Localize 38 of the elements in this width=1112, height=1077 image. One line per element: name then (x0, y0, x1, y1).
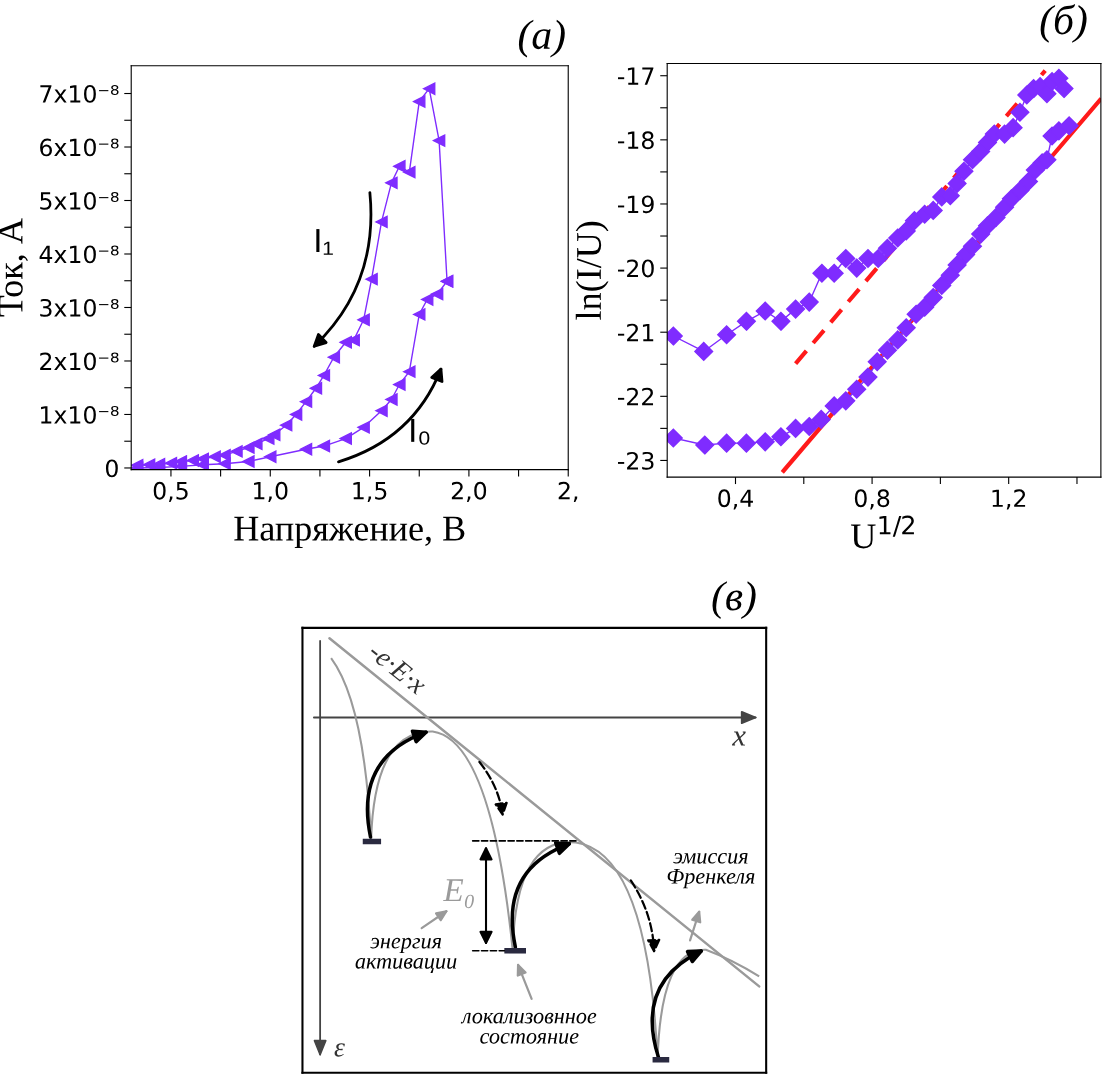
x-tick-label: 0,4 (718, 489, 753, 510)
x-tick-label: 1,2 (992, 489, 1026, 510)
text: x (732, 731, 746, 746)
y-tick-label: 6x10⁻⁸ (40, 138, 119, 157)
y-axis-title: ln(I/U) (575, 221, 609, 320)
text: энергия активации (355, 937, 457, 973)
y-tick-label: -20 (617, 259, 654, 278)
y-tick-label: 1x10⁻⁸ (41, 405, 119, 424)
y-tick-label: -18 (617, 131, 654, 150)
y-tick-label: 4x10⁻⁸ (39, 245, 119, 264)
y-tick-label: -21 (617, 323, 654, 342)
x-axis-title: Напряжение, В (234, 516, 465, 549)
text: (в) (712, 581, 756, 619)
x-tick-label: 1,5 (353, 482, 387, 503)
x-tick-label: 0,5 (153, 481, 188, 503)
text: E₀ (443, 879, 474, 909)
y-tick-label: 3x10⁻⁸ (40, 298, 119, 317)
y-tick-label: -19 (617, 195, 654, 214)
y-tick-label: 2x10⁻⁸ (40, 352, 119, 371)
text: -e·E·x (367, 641, 429, 696)
y-tick-label: 7x10⁻⁸ (40, 84, 119, 103)
y-tick-label: -17 (617, 67, 654, 85)
annotation: I₀ (411, 418, 430, 445)
x-tick-label: 2,0 (451, 481, 487, 503)
x-tick-label: 1,0 (254, 481, 288, 503)
text: локализовнное состояние (460, 1012, 597, 1044)
chart-title: (a) (518, 19, 565, 58)
x-tick-label: 2, (558, 481, 578, 503)
x-axis-title: U$^{1/2}$ (851, 515, 914, 549)
y-tick-label: 0 (105, 459, 118, 478)
y-tick-label: -22 (617, 387, 654, 406)
text: ε (334, 1043, 345, 1057)
y-tick-label: 5x10⁻⁸ (40, 191, 119, 210)
y-tick-label: -23 (617, 451, 654, 470)
text: эмиссия Френкеля (667, 852, 755, 889)
x-tick-label: 0,8 (854, 489, 890, 510)
annotation: I₁ (316, 229, 333, 255)
chart-title: (б) (1040, 4, 1087, 43)
